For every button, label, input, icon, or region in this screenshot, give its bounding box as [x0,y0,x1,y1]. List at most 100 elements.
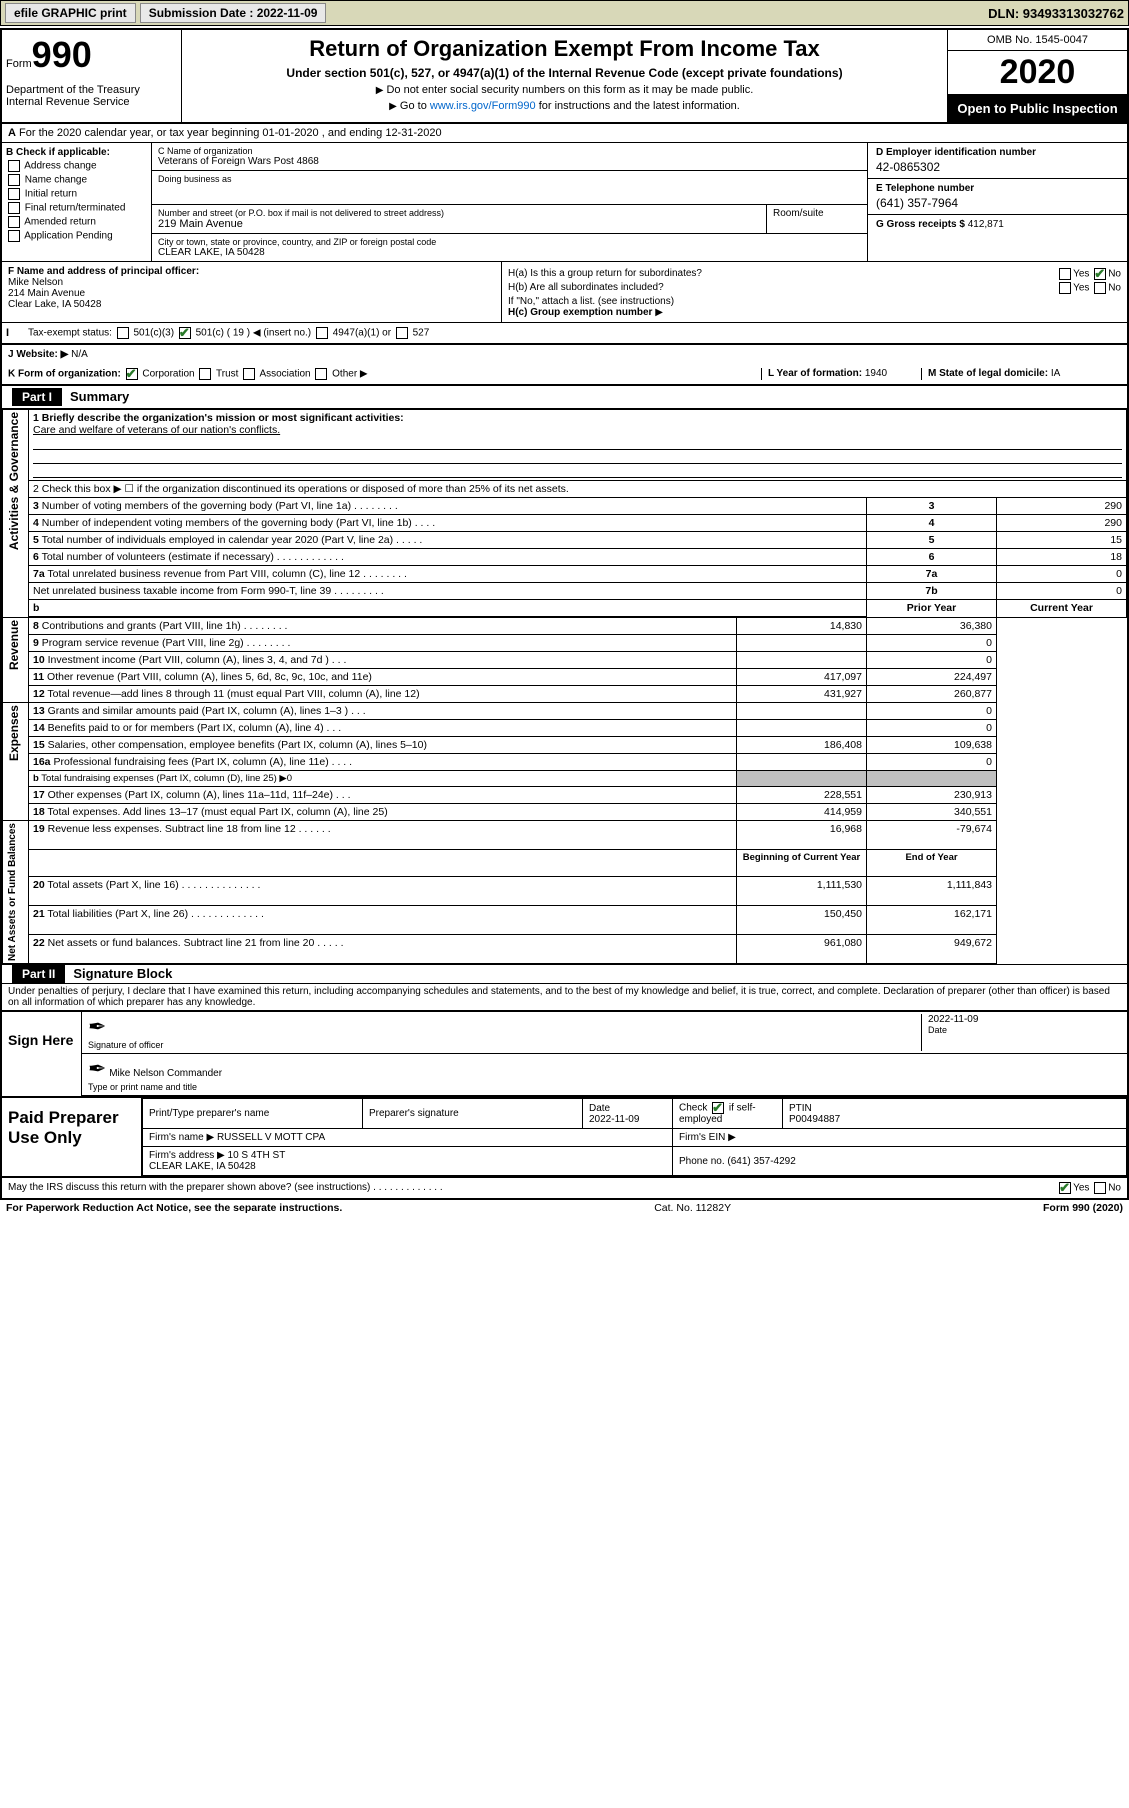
form990-link[interactable]: www.irs.gov/Form990 [430,100,536,112]
section-fh: F Name and address of principal officer:… [2,262,1127,323]
chk-assoc[interactable] [243,368,255,380]
officer-label: F Name and address of principal officer: [8,266,199,277]
chk-trust[interactable] [199,368,211,380]
l19-curr: -79,674 [867,821,997,850]
gross-label: G Gross receipts $ [876,219,965,230]
sig-officer-label: Signature of officer [88,1040,163,1050]
current-year-hdr: Current Year [997,600,1127,618]
ha-yes[interactable] [1059,268,1071,280]
l22-end: 949,672 [867,935,997,964]
l18-curr: 340,551 [867,804,997,821]
l15-prior: 186,408 [737,737,867,754]
header-title-block: Return of Organization Exempt From Incom… [182,30,947,122]
side-expenses: Expenses [7,705,21,761]
section-bcd: B Check if applicable: Address change Na… [2,143,1127,262]
l11-prior: 417,097 [737,669,867,686]
column-h: H(a) Is this a group return for subordin… [502,262,1127,322]
officer-addr2: Clear Lake, IA 50428 [8,299,101,310]
officer-addr1: 214 Main Avenue [8,288,85,299]
ein-value: 42-0865302 [876,160,1119,174]
l3-val: 290 [997,498,1127,515]
chk-501c3[interactable] [117,327,129,339]
summary-table: Activities & Governance 1 Briefly descri… [2,409,1127,964]
l7a-text: Total unrelated business revenue from Pa… [47,568,407,580]
org-city: CLEAR LAKE, IA 50428 [158,247,861,258]
l7b-val: 0 [997,583,1127,600]
side-netassets: Net Assets or Fund Balances [7,823,18,961]
hb-label: H(b) Are all subordinates included? [508,282,664,294]
efile-print-button[interactable]: efile GRAPHIC print [5,3,136,23]
l17-text: Other expenses (Part IX, column (A), lin… [48,789,351,801]
l20-begin: 1,111,530 [737,877,867,906]
l6-val: 18 [997,549,1127,566]
sig-date-label: Date [928,1025,947,1035]
discuss-yes[interactable] [1059,1182,1071,1194]
prior-year-hdr: Prior Year [867,600,997,618]
hb-yes[interactable] [1059,282,1071,294]
l14-text: Benefits paid to or for members (Part IX… [48,722,342,734]
website-value: N/A [71,349,88,360]
chk-corp[interactable] [126,368,138,380]
l21-end: 162,171 [867,906,997,935]
dba-label: Doing business as [158,174,861,184]
instructions-note: Go to www.irs.gov/Form990 for instructio… [188,100,941,112]
part1-tag: Part I [12,388,62,406]
firm-addr2: CLEAR LAKE, IA 50428 [149,1161,256,1172]
room-suite-label: Room/suite [767,205,867,233]
l5-val: 15 [997,532,1127,549]
part2-tag: Part II [12,965,65,983]
l19-text: Revenue less expenses. Subtract line 18 … [48,823,331,835]
l18-prior: 414,959 [737,804,867,821]
column-b-checkboxes: B Check if applicable: Address change Na… [2,143,152,261]
tel-value: (641) 357-7964 [876,196,1119,210]
chk-527[interactable] [396,327,408,339]
footer-bar: For Paperwork Reduction Act Notice, see … [0,1200,1129,1216]
l19-prior: 16,968 [737,821,867,850]
l13-curr: 0 [867,703,997,720]
submission-date-button[interactable]: Submission Date : 2022-11-09 [140,3,327,23]
l10-curr: 0 [867,652,997,669]
discuss-no[interactable] [1094,1182,1106,1194]
l9-curr: 0 [867,635,997,652]
form-subtitle: Under section 501(c), 527, or 4947(a)(1)… [188,66,941,80]
row-i-j: I Tax-exempt status: 501(c)(3) 501(c) ( … [2,323,1127,344]
omb-number: OMB No. 1545-0047 [948,30,1127,51]
chk-initial-return[interactable]: Initial return [6,188,147,200]
chk-amended[interactable]: Amended return [6,216,147,228]
l11-curr: 224,497 [867,669,997,686]
city-label: City or town, state or province, country… [158,237,861,247]
ha-no[interactable] [1094,268,1106,280]
form-version: Form 990 (2020) [1043,1202,1123,1214]
l4-text: Number of independent voting members of … [42,517,435,529]
row-j-website: J Website: ▶ N/A [2,344,1127,364]
sign-here-label: Sign Here [2,1012,82,1096]
chk-app-pending[interactable]: Application Pending [6,230,147,242]
row-k-l-m: K Form of organization: Corporation Trus… [2,364,1127,386]
column-f-officer: F Name and address of principal officer:… [2,262,502,322]
firm-ein-label: Firm's EIN ▶ [673,1129,1127,1147]
l16a-curr: 0 [867,754,997,771]
chk-final-return[interactable]: Final return/terminated [6,202,147,214]
self-employed-check[interactable]: Check if self-employed [673,1099,783,1129]
org-name: Veterans of Foreign Wars Post 4868 [158,156,861,167]
chk-other[interactable] [315,368,327,380]
top-bar: efile GRAPHIC print Submission Date : 20… [0,0,1129,26]
q2-text: 2 Check this box ▶ ☐ if the organization… [29,481,1127,498]
l14-curr: 0 [867,720,997,737]
ssn-note: Do not enter social security numbers on … [188,84,941,96]
column-d-e-g: D Employer identification number 42-0865… [867,143,1127,261]
l11-text: Other revenue (Part VIII, column (A), li… [47,671,372,683]
part1-title: Summary [70,389,129,404]
l17-curr: 230,913 [867,787,997,804]
chk-name-change[interactable]: Name change [6,174,147,186]
chk-address-change[interactable]: Address change [6,160,147,172]
hb-no[interactable] [1094,282,1106,294]
tax-exempt-status: Tax-exempt status: 501(c)(3) 501(c) ( 19… [22,323,1127,343]
chk-501c[interactable] [179,327,191,339]
typed-name-label: Type or print name and title [88,1082,197,1092]
chk-4947[interactable] [316,327,328,339]
l16a-text: Professional fundraising fees (Part IX, … [53,756,352,768]
firm-name: RUSSELL V MOTT CPA [217,1132,325,1143]
pra-notice: For Paperwork Reduction Act Notice, see … [6,1202,342,1214]
ein-label: D Employer identification number [876,147,1119,158]
